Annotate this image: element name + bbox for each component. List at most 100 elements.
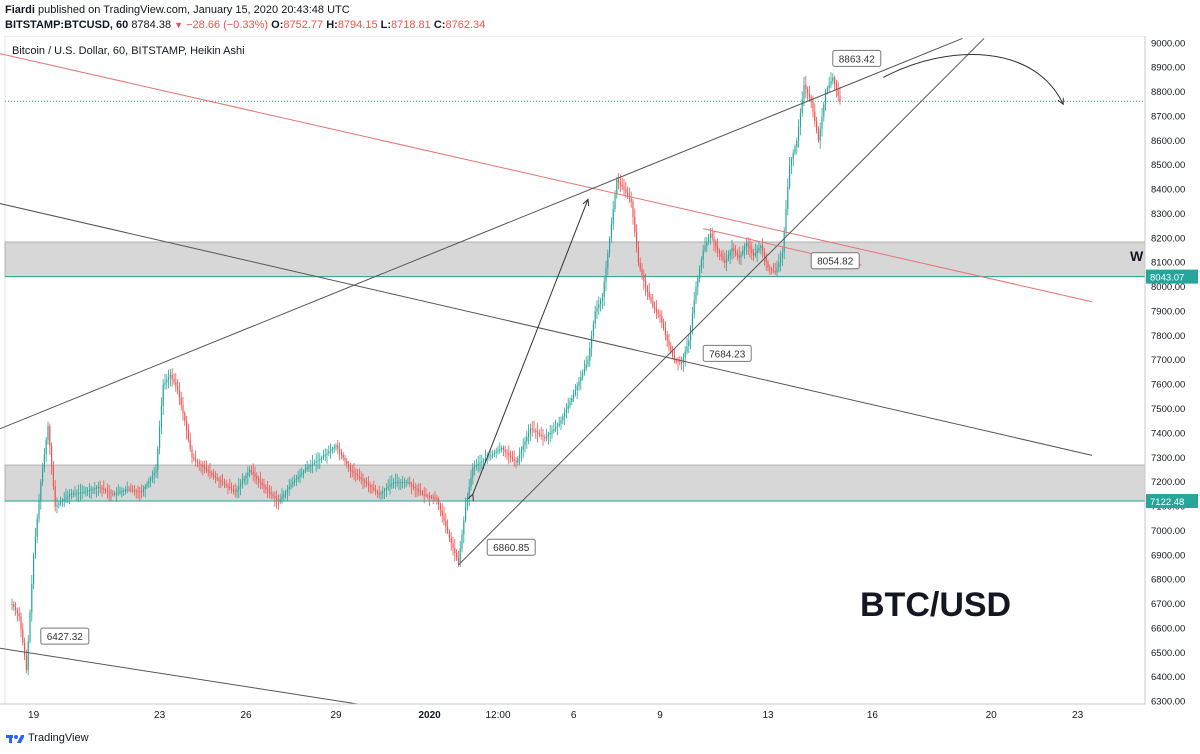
candle-body [754,252,756,256]
candle-body [646,287,648,292]
candle-body [135,490,137,492]
candle-body [108,491,110,493]
candle-body [598,304,600,308]
candle-body [218,479,220,481]
candle-body [391,483,393,486]
close-value: 8762.34 [445,19,486,31]
candle-body [168,377,170,380]
candle-body [645,281,647,288]
candle-body [225,484,227,486]
candle-body [839,95,841,102]
candle-body [569,401,571,406]
candle-body [65,497,67,499]
candle-body [247,472,249,476]
candle-body [618,179,620,183]
candle-body [279,499,281,502]
candle-body [751,249,753,253]
candle-body [558,423,560,426]
y-tick-label: 7800.00 [1151,331,1185,342]
chart-area[interactable]: 8863.42 8054.82 7684.23 6860.85 6427.32 9000… [0,35,1200,726]
candle-body [418,489,420,492]
price-callout: 8054.82 [810,252,860,270]
w-mark: W [1130,248,1144,264]
candle-body [549,432,551,435]
candle-body [537,432,539,434]
y-tick-label: 8500.00 [1151,160,1185,171]
candle-body [306,467,308,470]
candle-body [468,487,470,497]
x-tick-label: 9 [657,710,663,721]
price-chart[interactable]: 8863.42 8054.82 7684.23 6860.85 6427.32 9000… [0,35,1200,726]
y-tick-label: 6700.00 [1151,599,1185,610]
candle-body [796,140,798,147]
author-name[interactable]: Fiardi [5,4,35,16]
candle-body [713,237,715,243]
x-axis[interactable]: 19 23 26 29 2020 12:00 6 9 13 16 20 23 [0,703,1145,721]
price-marker-text: 7122.48 [1150,497,1184,508]
candle-body [319,458,321,461]
candle-body [540,434,542,436]
candle-body [481,461,483,463]
candle-body [24,643,26,657]
candle-body [459,548,461,563]
candle-body [704,246,706,251]
candle-body [234,490,236,492]
candle-body [385,488,387,490]
candle-body [209,471,211,474]
x-tick-label: 29 [330,710,342,721]
candle-body [430,496,432,498]
x-tick-label: 6 [571,710,577,721]
candle-body [340,451,342,455]
candle-body [650,296,652,302]
candle-body [357,474,359,477]
candle-body [331,448,333,451]
candle-body [560,419,562,424]
candle-body [531,428,533,430]
candle-body [313,462,315,464]
bottom-trend [0,647,358,705]
candle-body [27,641,29,670]
candle-body [792,153,794,160]
candle-body [542,435,544,438]
candle-body [373,488,375,490]
candle-body [335,445,337,448]
candle-body [312,463,314,466]
candle-body [123,490,125,492]
y-tick-label: 8400.00 [1151,185,1185,196]
y-tick-label: 6300.00 [1151,697,1185,708]
candle-body [36,518,38,537]
candle-body [38,500,40,519]
candle-body [299,474,301,477]
candle-body [405,482,407,484]
candle-body [42,468,44,483]
candle-body [285,491,287,495]
candle-body [551,430,553,433]
candle-body [529,428,531,433]
candle-body [121,491,123,493]
candle-body [814,111,816,122]
candle-body [160,405,162,428]
open-value: 8752.77 [283,19,324,31]
candle-body [690,327,692,341]
candle-body [434,497,436,499]
candle-body [592,323,594,336]
y-axis[interactable]: 9000.00 8900.00 8800.00 8700.00 8600.00 8500.… [1144,36,1198,708]
candle-body [706,242,708,247]
candle-body [524,441,526,446]
candle-body [119,491,121,493]
footer-brand[interactable]: TradingView [28,732,89,744]
candle-body [733,248,735,251]
candle-body [344,457,346,461]
candle-body [187,430,189,440]
candle-body [681,362,683,364]
candle-body [195,459,197,461]
candle-body [60,501,62,504]
candle-body [744,246,746,251]
candle-body [238,486,240,490]
candle-body [711,233,713,238]
callout-label: 7684.23 [709,349,746,360]
candle-body [439,504,441,511]
price-marker-label: 7122.48 [1146,494,1198,509]
candle-body [583,368,585,374]
candle-body [40,482,42,501]
